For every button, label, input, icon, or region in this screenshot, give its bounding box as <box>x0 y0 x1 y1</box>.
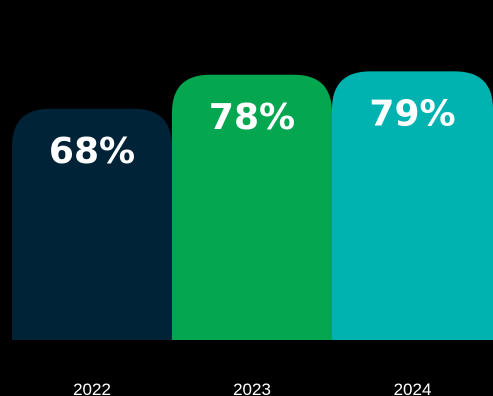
bar-value-label-2024: 79% <box>369 93 455 134</box>
bar-value-label-2022: 68% <box>49 131 135 172</box>
bars-group <box>12 71 493 341</box>
bar-2022 <box>12 108 172 340</box>
bar-value-label-2023: 78% <box>209 97 295 138</box>
x-tick-label-2024: 2024 <box>394 380 432 396</box>
value-labels-group: 68% 78% 79% <box>49 93 456 171</box>
bar-2023 <box>172 74 332 341</box>
x-tick-label-2023: 2023 <box>233 380 271 396</box>
bar-2024 <box>332 71 493 341</box>
x-tick-label-2022: 2022 <box>73 380 111 396</box>
x-axis-tick-labels: 2022 2023 2024 <box>73 380 431 396</box>
